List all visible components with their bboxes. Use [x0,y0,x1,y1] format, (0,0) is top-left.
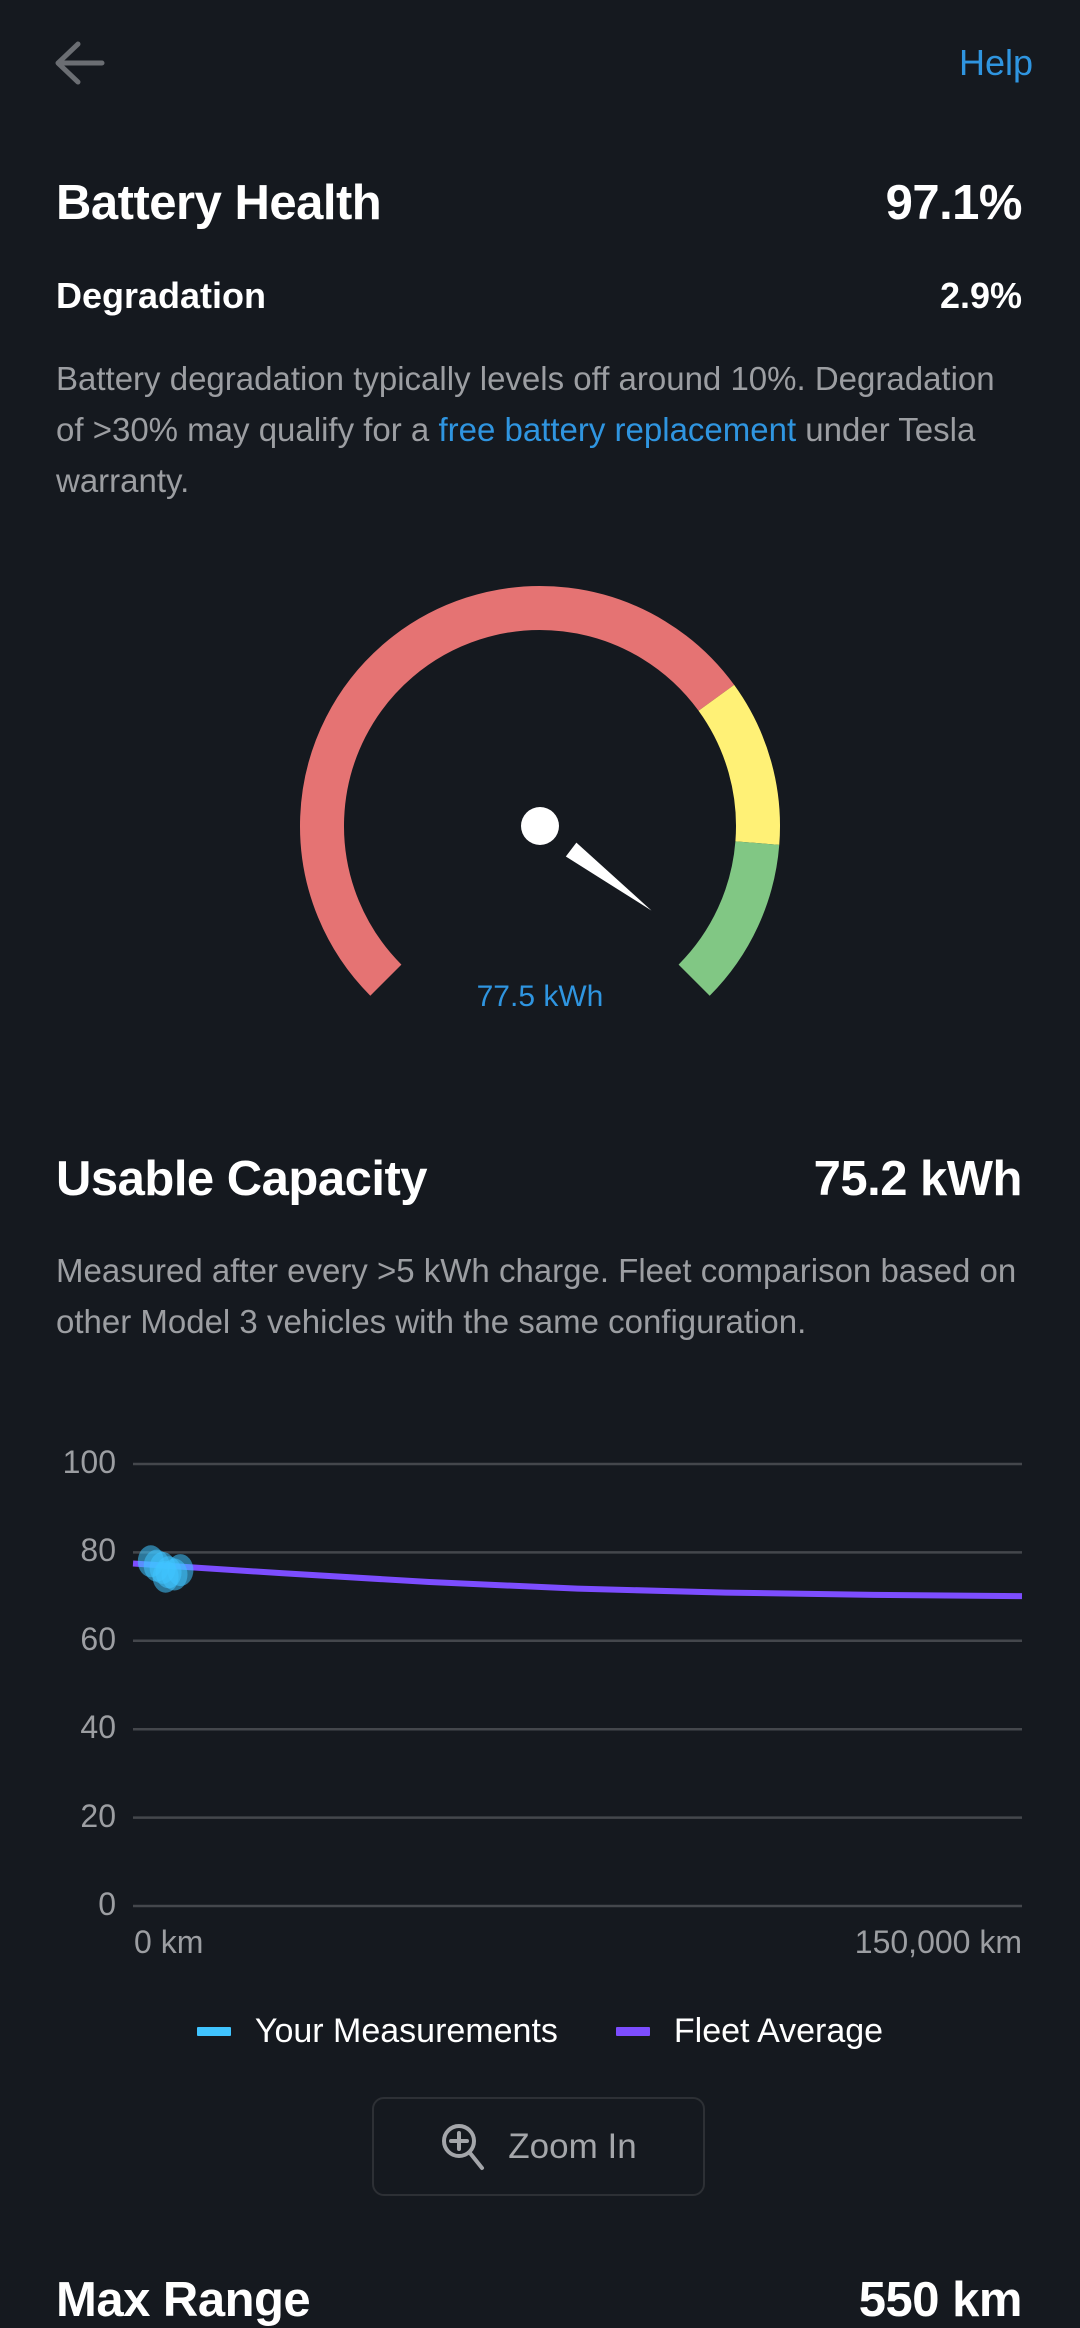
y-tick-label: 40 [80,1709,116,1746]
gauge-zone-0 [300,586,735,996]
y-tick-label: 20 [80,1797,116,1834]
usable-capacity-title: Usable Capacity [56,1152,428,1206]
max-range-value: 550 km [858,2273,1023,2327]
legend-swatch [615,2027,650,2036]
degradation-label: Degradation [56,275,267,316]
y-tick-label: 80 [80,1532,116,1569]
description-text-end: under Tesla warranty. [56,411,976,499]
gauge-zone-2 [678,840,780,996]
legend-swatch [196,2027,231,2036]
gauge-zone-1 [698,684,780,845]
battery-health-gauge [300,586,780,996]
free-battery-replacement-link[interactable]: free battery replacement [438,411,797,448]
zoom-in-button[interactable]: Zoom In [372,2097,705,2196]
legend-label: Your Measurements [254,2012,558,2050]
usable-capacity-description: Measured after every >5 kWh charge. Flee… [56,1252,1017,1340]
gauge-needle-hub [521,807,559,845]
description-text: Battery degradation typically levels off… [56,360,995,448]
y-tick-label: 100 [62,1444,116,1480]
gauge-capacity-label: 77.5 kWh [476,980,604,1013]
legend-your-measurements[interactable]: Your Measurements [196,2012,558,2051]
y-tick-label: 60 [80,1620,116,1657]
legend-fleet-average[interactable]: Fleet Average [615,2012,884,2051]
battery-health-description: Battery degradation typically levels off… [56,353,1026,506]
fleet-average-line [132,1560,1023,1600]
zoom-in-icon [442,2123,485,2170]
usable-capacity-value: 75.2 kWh [813,1152,1023,1206]
zoom-in-label: Zoom In [508,2126,637,2166]
max-range-title: Max Range [56,2273,311,2327]
back-arrow-icon[interactable] [52,40,106,86]
x-tick-label: 150,000 km [854,1924,1022,1960]
legend-label: Fleet Average [673,2012,884,2050]
battery-health-value: 97.1% [885,176,1023,230]
battery-health-title: Battery Health [56,176,382,230]
degradation-value: 2.9% [939,275,1022,316]
chart-legend: Your Measurements Fleet Average [0,2012,1080,2051]
help-link[interactable]: Help [958,42,1033,83]
capacity-chart [132,1462,1023,1908]
y-tick-label: 0 [98,1886,116,1922]
x-tick-label: 0 km [134,1924,204,1960]
gauge-needle [565,842,652,911]
measurement-point [152,1560,179,1593]
